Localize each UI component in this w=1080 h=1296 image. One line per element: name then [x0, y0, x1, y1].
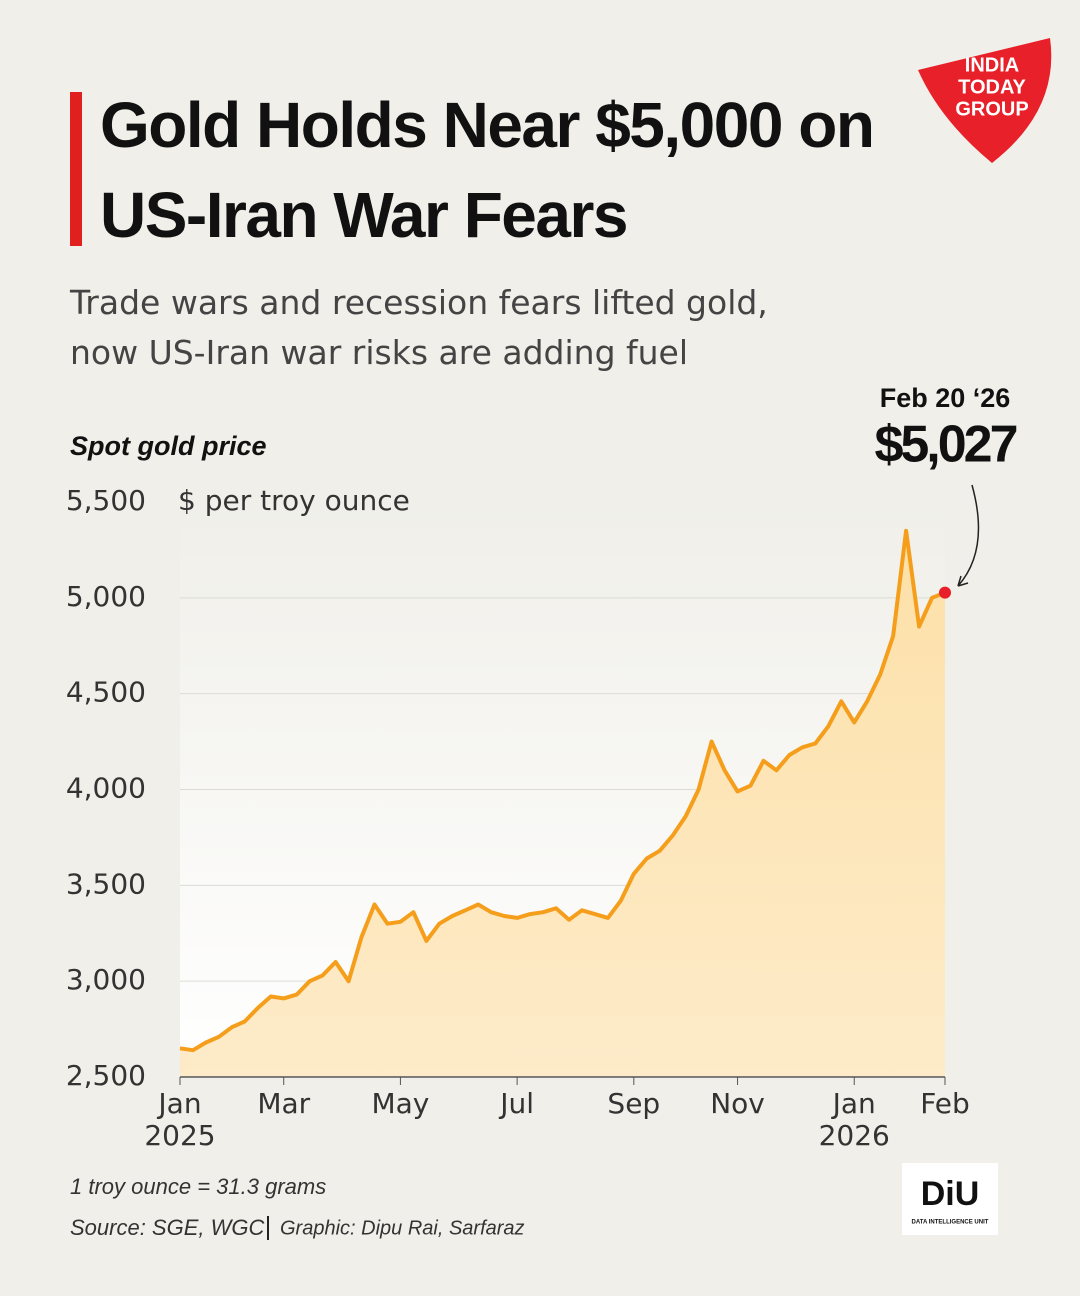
- logo-text: TODAY: [958, 76, 1026, 98]
- y-axis-unit: $ per troy ounce: [178, 484, 410, 517]
- annotation-arrowhead: [957, 575, 969, 587]
- source: Source: SGE, WGC: [70, 1215, 264, 1240]
- y-tick-label: 5,500: [66, 484, 146, 517]
- accent-bar: [70, 92, 82, 246]
- x-tick-label: Feb: [920, 1087, 970, 1120]
- x-tick-label: Mar: [257, 1087, 310, 1120]
- highlight-point: [939, 586, 951, 599]
- y-tick-label: 3,000: [66, 963, 146, 996]
- y-tick-label: 2,500: [66, 1059, 146, 1092]
- unit-logo-name: DATA INTELLIGENCE UNIT: [912, 1220, 989, 1226]
- y-tick-label: 4,500: [66, 676, 146, 709]
- unit-logo: [902, 1163, 998, 1235]
- value-label: $5,027: [874, 416, 1016, 474]
- logo-text: INDIA: [965, 54, 1019, 76]
- unit-logo-text: DiU: [921, 1175, 980, 1213]
- footnote: 1 troy ounce = 31.3 grams: [70, 1174, 326, 1199]
- x-tick-label: Nov: [710, 1087, 765, 1120]
- area: [180, 530, 945, 1077]
- y-tick-label: 4,000: [66, 772, 146, 805]
- brand-logo: [918, 38, 1052, 163]
- y-tick-label: 5,000: [66, 580, 146, 613]
- x-tick-label: Jan 2026: [819, 1087, 890, 1152]
- annotation-date: Feb 20 ‘26: [880, 383, 1011, 413]
- x-tick-label: Jan 2025: [144, 1087, 215, 1152]
- credit: Graphic: Dipu Rai, Sarfaraz: [280, 1217, 525, 1239]
- x-tick-label: May: [371, 1087, 429, 1120]
- x-tick-label: Jul: [498, 1087, 534, 1120]
- logo-text: GROUP: [955, 98, 1028, 120]
- line: [179, 528, 946, 1053]
- y-tick-label: 3,500: [66, 867, 146, 900]
- subtitle: Trade wars and recession fears lifted go…: [70, 283, 768, 372]
- annotation-arrow: [957, 484, 980, 587]
- x-tick-label: Sep: [607, 1087, 660, 1120]
- title: Gold Holds Near $5,000 on US-Iran War Fe…: [100, 89, 875, 251]
- y-axis-title: Spot gold price: [70, 431, 267, 461]
